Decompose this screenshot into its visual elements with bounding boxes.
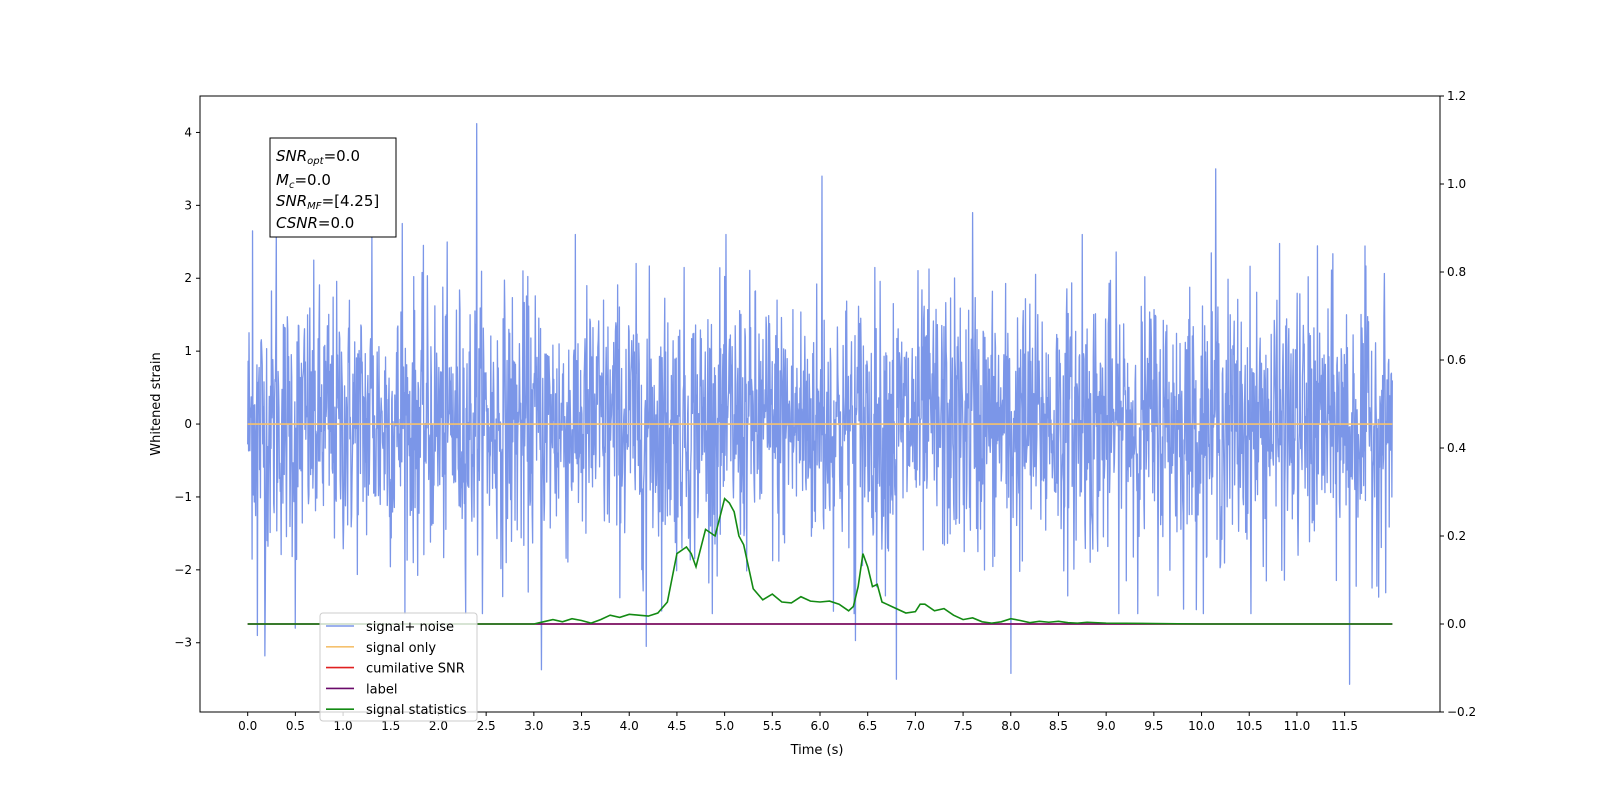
x-tick-label: 0.0 [238,719,257,733]
y-tick-right-label: 0.2 [1447,529,1466,543]
y-tick-right-label: 0.8 [1447,265,1466,279]
y-tick-left-label: −3 [174,636,192,650]
info-mc: Mc=0.0 [276,171,331,191]
x-tick-label: 9.5 [1144,719,1163,733]
y-tick-left-label: 4 [184,125,192,139]
info-box: SNRopt=0.0 Mc=0.0 SNRMF=[4.25] CSNR=0.0 [269,137,397,238]
y-tick-right-label: 0.4 [1447,441,1466,455]
x-tick-label: 1.5 [381,719,400,733]
x-tick-label: 3.0 [524,719,543,733]
x-tick-label: 4.0 [620,719,639,733]
y-tick-right-label: 1.2 [1447,89,1466,103]
series-signal-noise [247,123,1393,685]
x-tick-label: 2.5 [477,719,496,733]
x-tick-label: 11.0 [1284,719,1311,733]
x-tick-label: 7.5 [954,719,973,733]
series-line-signal-statistics [247,497,1393,625]
info-csnr: CSNR=0.0 [276,214,354,232]
x-tick-label: 8.0 [1001,719,1020,733]
y-tick-left-label: 3 [184,198,192,212]
x-tick-label: 5.0 [715,719,734,733]
y-tick-left-label: 2 [184,271,192,285]
x-tick-label: 6.5 [858,719,877,733]
x-tick-label: 9.0 [1097,719,1116,733]
y-tick-right-label: 0.0 [1447,617,1466,631]
y-axis-title: Whitened strain [149,352,164,455]
legend-label: signal+ noise [366,620,454,635]
y-tick-right-label: 1.0 [1447,177,1466,191]
y-tick-left-label: 0 [184,417,192,431]
legend-label: signal statistics [366,703,467,718]
x-tick-label: 8.5 [1049,719,1068,733]
info-snr-mf: SNRMF=[4.25] [276,192,379,212]
legend: signal+ noise signal only cumilative SNR la… [319,612,478,722]
x-tick-label: 10.5 [1236,719,1263,733]
x-tick-label: 3.5 [572,719,591,733]
x-tick-label: 11.5 [1331,719,1358,733]
y-tick-left-label: 1 [184,344,192,358]
y-axis-right: 1.2 1.0 0.8 0.6 0.4 0.2 0.0 −0.2 [1440,89,1476,719]
info-snr-opt: SNRopt=0.0 [276,147,360,167]
x-tick-label: 0.5 [286,719,305,733]
x-axis: 0.0 0.5 1.0 1.5 2.0 2.5 3.0 3.5 4.0 4.5 5.0 5.5 6.0 6… [238,712,1358,733]
y-tick-right-label: 0.6 [1447,353,1466,367]
y-axis-left: 4 3 2 1 0 −1 −2 −3 [174,125,200,650]
x-tick-label: 5.5 [763,719,782,733]
legend-label: signal only [366,641,436,656]
x-axis-title: Time (s) [790,743,844,758]
x-tick-label: 1.0 [334,719,353,733]
legend-label: cumilative SNR [366,662,465,677]
x-tick-label: 2.0 [429,719,448,733]
x-tick-label: 7.0 [906,719,925,733]
y-tick-left-label: −2 [174,563,192,577]
x-tick-label: 4.5 [667,719,686,733]
x-tick-label: 10.0 [1188,719,1215,733]
legend-label: label [366,682,397,697]
series-line-signal-noise [247,123,1393,685]
x-tick-label: 6.0 [810,719,829,733]
y-tick-left-label: −1 [174,490,192,504]
y-tick-right-label: −0.2 [1447,705,1476,719]
